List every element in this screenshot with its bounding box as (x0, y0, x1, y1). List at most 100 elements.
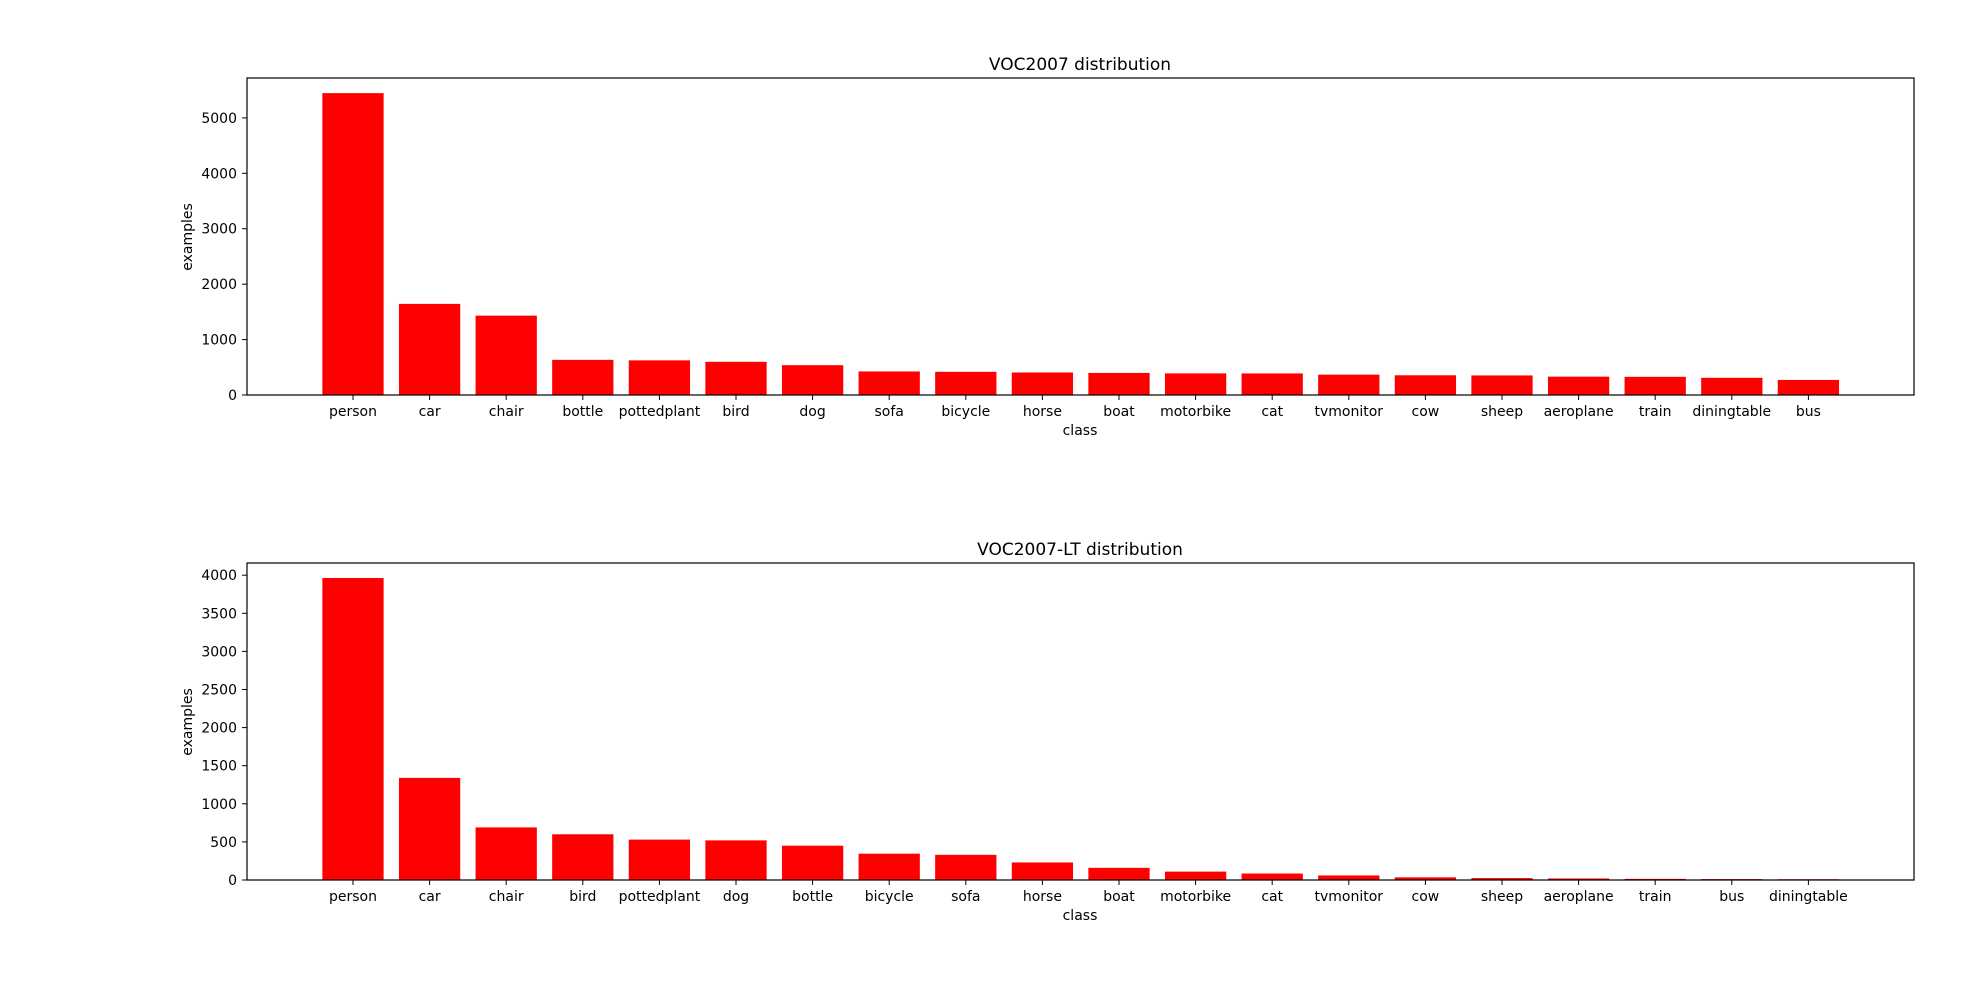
x-tick-label: horse (1023, 889, 1062, 905)
x-tick-label: boat (1103, 889, 1135, 905)
plot-frame (246, 77, 1915, 396)
x-tick-label: dog (799, 404, 825, 420)
chart-voc2007: VOC2007 distribution 0 1000 2000 3000 4000 50… (180, 55, 1915, 439)
x-tick-label: horse (1023, 404, 1062, 420)
bar-group (322, 93, 1840, 395)
y-tick-label: 1000 (201, 333, 237, 349)
bar-car (398, 777, 461, 880)
x-axis-ticks: person car chair bottle pottedplant bird dog so… (329, 395, 1821, 420)
y-tick-label: 3000 (201, 644, 237, 660)
x-tick-label: bird (569, 889, 596, 905)
x-tick-label: aeroplane (1544, 404, 1614, 420)
bar-boat (1088, 867, 1150, 880)
x-tick-label: cow (1412, 404, 1440, 420)
y-tick-label: 0 (228, 873, 237, 889)
bar-horse (1011, 862, 1074, 880)
bar-pottedplant (628, 839, 691, 880)
bar-person (322, 93, 384, 395)
bar-cow (1394, 375, 1457, 395)
x-tick-label: sofa (875, 404, 904, 420)
x-tick-label: bottle (792, 889, 833, 905)
bar-bottle (781, 845, 844, 880)
x-tick-label: tvmonitor (1315, 404, 1384, 420)
x-tick-label: bicycle (941, 404, 990, 420)
bar-sheep (1471, 375, 1533, 395)
chart-title: VOC2007-LT distribution (977, 540, 1183, 560)
bar-bicycle (858, 853, 920, 880)
bar-tvmonitor (1318, 374, 1380, 395)
bar-cat (1241, 373, 1303, 395)
y-tick-label: 500 (210, 835, 237, 851)
bar-cat (1241, 873, 1303, 880)
bar-motorbike (1164, 871, 1227, 880)
x-tick-label: bus (1796, 404, 1821, 420)
bar-chair (475, 827, 537, 880)
x-tick-label: cow (1412, 889, 1440, 905)
x-axis-label: class (1063, 908, 1098, 924)
bar-dog (705, 840, 767, 881)
bar-bottle (552, 359, 614, 395)
bar-aeroplane (1547, 376, 1610, 395)
x-tick-label: motorbike (1160, 889, 1231, 905)
x-axis-ticks: person car chair bird pottedplant dog bottle bi… (329, 880, 1848, 905)
y-axis-ticks: 0 1000 2000 3000 4000 5000 (201, 111, 247, 404)
bar-tvmonitor (1318, 875, 1380, 880)
x-tick-label: chair (489, 404, 524, 420)
x-tick-label: train (1639, 889, 1672, 905)
y-axis-label: examples (180, 688, 196, 756)
bar-horse (1011, 372, 1074, 395)
x-tick-label: car (419, 889, 441, 905)
bar-pottedplant (628, 360, 691, 395)
y-tick-label: 0 (228, 388, 237, 404)
bar-group (322, 578, 1840, 881)
bar-sheep (1471, 878, 1533, 880)
chart-title: VOC2007 distribution (989, 55, 1171, 75)
x-tick-label: sheep (1481, 404, 1523, 420)
bar-motorbike (1164, 373, 1227, 395)
y-tick-label: 4000 (201, 166, 237, 182)
bar-boat (1088, 372, 1150, 395)
x-tick-label: bus (1719, 889, 1744, 905)
bar-train (1624, 376, 1686, 395)
x-tick-label: person (329, 889, 377, 905)
x-tick-label: sofa (951, 889, 980, 905)
bar-car (398, 303, 461, 395)
x-tick-label: motorbike (1160, 404, 1231, 420)
bar-bus (1777, 379, 1840, 395)
y-tick-label: 2500 (201, 682, 237, 698)
x-tick-label: cat (1261, 404, 1283, 420)
bar-bird (705, 361, 767, 395)
bar-chair (475, 315, 537, 395)
x-tick-label: bottle (562, 404, 603, 420)
bar-bicycle (935, 371, 997, 395)
y-tick-label: 1000 (201, 797, 237, 813)
x-tick-label: dog (723, 889, 749, 905)
y-axis-label: examples (180, 203, 196, 271)
x-tick-label: train (1639, 404, 1672, 420)
x-tick-label: boat (1103, 404, 1135, 420)
y-tick-label: 5000 (201, 111, 237, 127)
x-tick-label: pottedplant (619, 889, 701, 905)
x-tick-label: diningtable (1692, 404, 1771, 420)
bar-sofa (858, 371, 920, 395)
y-axis-ticks: 0 500 1000 1500 2000 2500 3000 3500 4000 (201, 568, 247, 889)
y-tick-label: 2000 (201, 721, 237, 737)
plot-frame (246, 562, 1915, 881)
bar-aeroplane (1547, 878, 1610, 880)
x-tick-label: chair (489, 889, 524, 905)
y-tick-label: 4000 (201, 568, 237, 584)
bar-person (322, 578, 384, 880)
y-tick-label: 1500 (201, 759, 237, 775)
x-tick-label: pottedplant (619, 404, 701, 420)
x-tick-label: person (329, 404, 377, 420)
x-tick-label: bird (722, 404, 749, 420)
y-tick-label: 3500 (201, 606, 237, 622)
x-tick-label: diningtable (1769, 889, 1848, 905)
bar-dog (781, 365, 844, 395)
bar-cow (1394, 877, 1457, 880)
x-tick-label: tvmonitor (1315, 889, 1384, 905)
x-tick-label: bicycle (865, 889, 914, 905)
bar-bird (552, 834, 614, 880)
